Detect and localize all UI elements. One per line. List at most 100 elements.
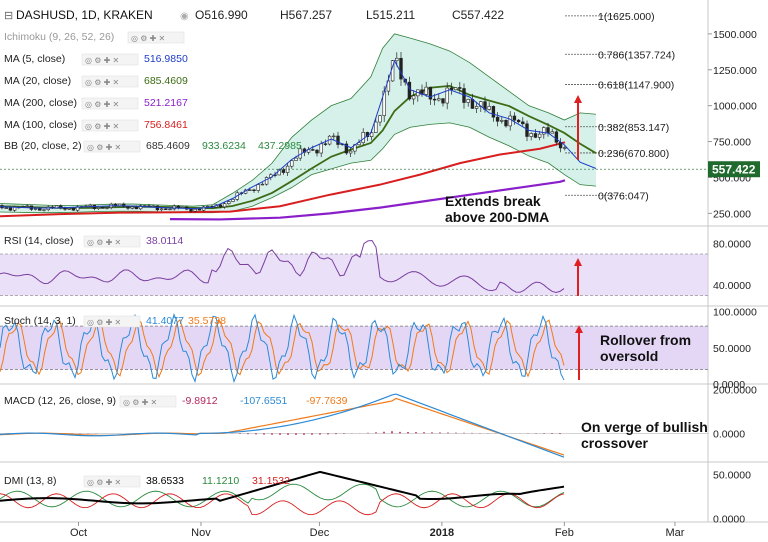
stoch-tick-label: 50.0000 — [713, 343, 751, 355]
indicator-label: MA (5, close) — [4, 53, 65, 65]
price-tick-label: 250.000 — [713, 208, 751, 220]
candle-body — [105, 207, 109, 209]
subpanel-value: -107.6551 — [240, 395, 287, 407]
rsi-panel[interactable] — [0, 239, 708, 297]
red-arrow-head — [574, 258, 582, 266]
candle-body — [256, 184, 260, 191]
candle-body — [71, 208, 76, 211]
ma5-line — [0, 59, 597, 210]
last-price-label: 557.422 — [712, 163, 756, 177]
candle-body — [453, 87, 458, 91]
time-tick-label: Mar — [665, 527, 684, 539]
symbol-label: DASHUSD, 1D, KRAKEN — [16, 8, 153, 22]
candle-body — [533, 133, 538, 138]
rsi-band — [0, 254, 708, 296]
candle-body — [201, 206, 206, 211]
stoch-annotation: Rollover from — [600, 332, 691, 348]
fib-label: 1(1625.000) — [598, 11, 655, 23]
price-axis: 1500.0001250.0001000.000750.000500.00025… — [708, 29, 760, 525]
indicator-value: 756.8461 — [144, 119, 188, 131]
candle-body — [554, 131, 559, 143]
legend-button-icons: ◎ ⚙ ✚ ✕ — [87, 318, 121, 327]
candle-body — [508, 115, 512, 127]
candle-body — [563, 147, 567, 149]
candle-body — [428, 86, 433, 100]
bollinger-upper — [0, 33, 596, 207]
indicator-label: MA (200, close) — [4, 97, 77, 109]
legend-button-icons: ◎ ⚙ ✚ ✕ — [131, 34, 165, 43]
legend-button-icons: ◎ ⚙ ✚ ✕ — [85, 100, 119, 109]
candle-body — [218, 204, 223, 208]
bollinger-lower — [0, 122, 596, 214]
legend-buttons — [83, 475, 141, 488]
eye-icon: ◉ — [180, 11, 189, 22]
subpanel-label: DMI (13, 8) — [4, 475, 57, 487]
price-panel[interactable]: 1(1625.000) 0.786(1357.724) 0.618(1147.900… — [0, 11, 708, 221]
candle-body — [193, 208, 197, 212]
candle-body — [248, 189, 252, 191]
indicator-value: 685.4609 — [146, 140, 190, 152]
candle-body — [529, 133, 533, 137]
candle-body — [537, 133, 542, 138]
candle-body — [96, 207, 101, 209]
indicator-value: 521.2167 — [144, 97, 188, 109]
red-arrow-head — [574, 95, 582, 103]
stoch-d-line — [0, 318, 565, 379]
indicator-label: MA (20, close) — [4, 75, 71, 87]
ma100-line — [0, 141, 566, 218]
candle-body — [189, 208, 193, 212]
subpanel-label: Stoch (14, 3, 1) — [4, 315, 76, 327]
candle-body — [546, 127, 550, 134]
dmi-panel[interactable] — [0, 470, 565, 516]
price-tick-label: 1250.000 — [713, 65, 757, 77]
candle-body — [512, 115, 517, 121]
macd-annotation: crossover — [581, 435, 648, 451]
legend-buttons — [119, 395, 177, 408]
indicator-value: 933.6234 — [202, 140, 246, 152]
time-tick-label: Oct — [70, 527, 87, 539]
legend-button-icons: ◎ ⚙ ✚ ✕ — [85, 56, 119, 65]
legend-buttons — [83, 140, 141, 153]
candle-body — [487, 106, 491, 110]
candle-body — [88, 204, 92, 207]
candle-body — [290, 160, 294, 167]
candle-body — [222, 203, 227, 208]
ohlc-high: H567.257 — [280, 8, 332, 22]
candle-body — [206, 205, 210, 208]
candle-body — [458, 87, 462, 89]
candle-body — [252, 189, 256, 191]
subpanel-label: MACD (12, 26, close, 9) — [4, 395, 116, 407]
subpanel-value: 41.4077 — [146, 315, 184, 327]
legend-buttons — [81, 75, 139, 88]
fib-label: 0(376.047) — [598, 190, 649, 202]
legend-buttons — [81, 97, 139, 110]
candle-body — [495, 116, 500, 122]
macd-tick-label: 0.0000 — [713, 428, 745, 440]
candle-body — [466, 98, 470, 103]
subpanel-value: -97.7639 — [306, 395, 348, 407]
candle-body — [550, 131, 554, 134]
candle-body — [336, 135, 340, 145]
candle-body — [122, 203, 126, 207]
candle-body — [281, 169, 286, 173]
indicator-value: 437.2985 — [258, 140, 302, 152]
legend-button-icons: ◎ ⚙ ✚ ✕ — [87, 143, 121, 152]
candle-body — [399, 57, 403, 80]
ohlc-low: L515.211 — [366, 8, 415, 22]
candle-body — [168, 208, 172, 211]
dmi-tick-label: 50.0000 — [713, 470, 751, 482]
subpanel-value: 31.1532 — [252, 475, 290, 487]
subpanel-label: RSI (14, close) — [4, 235, 73, 247]
stoch-panel[interactable] — [0, 312, 708, 384]
stoch-annotation: oversold — [600, 348, 658, 364]
candle-body — [521, 121, 525, 125]
candle-body — [25, 205, 29, 207]
candle-body — [395, 57, 399, 62]
macd-panel[interactable] — [0, 393, 708, 458]
candle-body — [445, 87, 449, 104]
fib-label: 0.382(853.147) — [598, 122, 669, 134]
subpanel-value: 38.0114 — [146, 235, 183, 247]
fibonacci-levels: 1(1625.000) 0.786(1357.724) 0.618(1147.900… — [565, 11, 675, 202]
